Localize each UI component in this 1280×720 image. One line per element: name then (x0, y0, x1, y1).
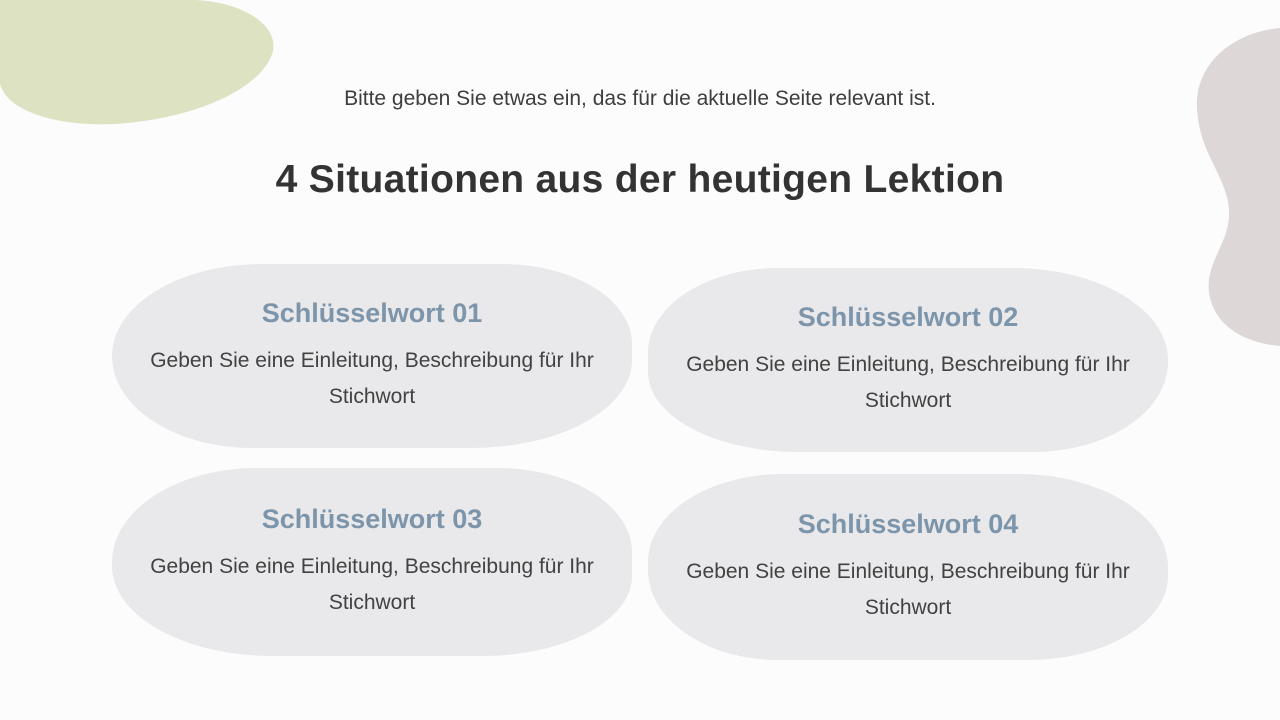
keyword-card-03-heading: Schlüsselwort 03 (261, 504, 483, 535)
keyword-card-04[interactable]: Schlüsselwort 04 Geben Sie eine Einleitu… (648, 474, 1168, 660)
keyword-card-03[interactable]: Schlüsselwort 03 Geben Sie eine Einleitu… (112, 468, 632, 656)
keyword-card-02[interactable]: Schlüsselwort 02 Geben Sie eine Einleitu… (648, 268, 1168, 452)
keyword-card-04-body: Geben Sie eine Einleitung, Beschreibung … (686, 560, 1130, 619)
keyword-card-01-body: Geben Sie eine Einleitung, Beschreibung … (150, 349, 594, 408)
keyword-card-02-heading: Schlüsselwort 02 (797, 302, 1019, 333)
keyword-card-01[interactable]: Schlüsselwort 01 Geben Sie eine Einleitu… (112, 264, 632, 448)
keyword-card-04-heading: Schlüsselwort 04 (797, 509, 1019, 540)
keyword-card-01-heading: Schlüsselwort 01 (261, 298, 483, 329)
keyword-card-02-body: Geben Sie eine Einleitung, Beschreibung … (686, 353, 1130, 412)
decorative-blob-top-left-icon (0, 0, 274, 125)
slide-title[interactable]: 4 Situationen aus der heutigen Lektion (275, 158, 1005, 201)
slide-subtitle-placeholder[interactable]: Bitte geben Sie etwas ein, das für die a… (344, 87, 936, 110)
keyword-card-03-body: Geben Sie eine Einleitung, Beschreibung … (150, 555, 594, 614)
